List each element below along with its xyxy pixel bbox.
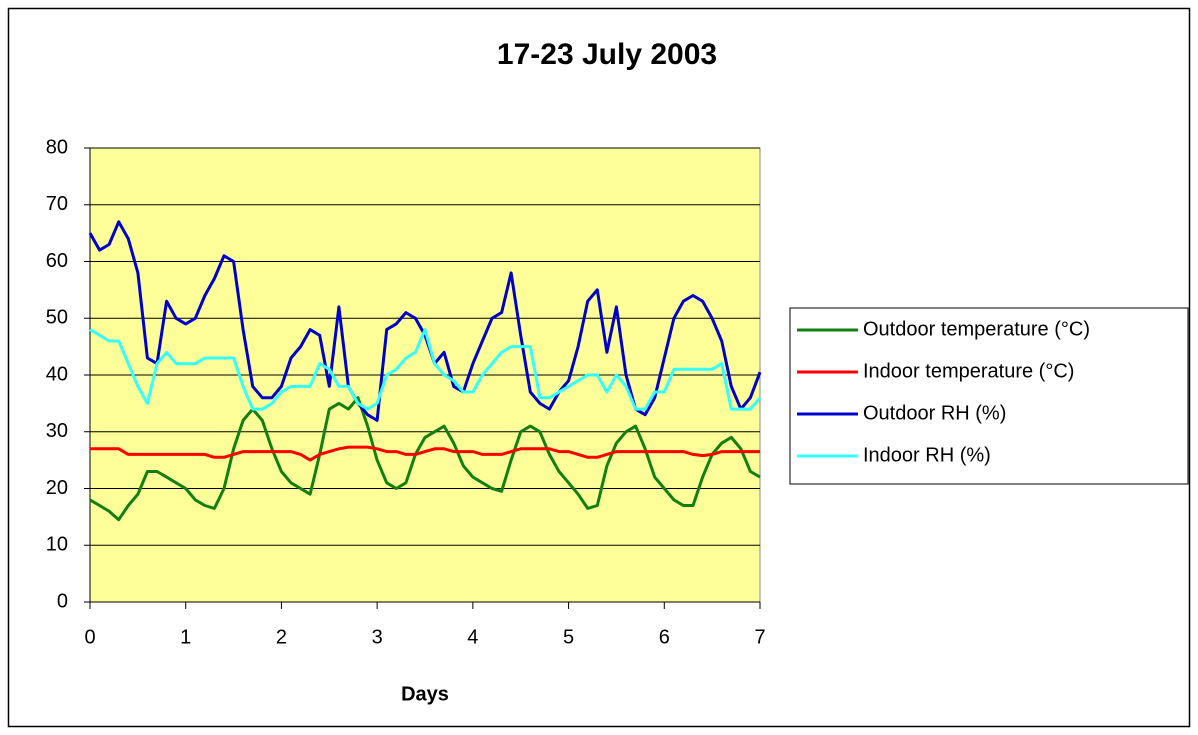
y-tick-label: 30	[46, 420, 68, 442]
series-line	[89, 328, 762, 411]
legend-label: Outdoor RH (%)	[863, 402, 1006, 424]
y-tick-label: 10	[46, 534, 68, 556]
x-tick-label: 3	[372, 626, 383, 648]
legend-label: Indoor RH (%)	[863, 444, 991, 466]
x-tick-label: 2	[276, 626, 287, 648]
x-tick-label: 6	[659, 626, 670, 648]
x-tick-label: 7	[754, 626, 765, 648]
x-tick-label: 1	[180, 626, 191, 648]
x-tick-label: 4	[467, 626, 478, 648]
y-tick-label: 70	[46, 193, 68, 215]
chart-title: 17-23 July 2003	[497, 38, 717, 71]
x-tick-label: 5	[563, 626, 574, 648]
y-tick-label: 0	[57, 590, 68, 612]
series-line	[88, 220, 762, 422]
y-tick-label: 50	[46, 307, 68, 329]
legend-label: Outdoor temperature (°C)	[863, 318, 1090, 340]
x-axis-title: Days	[401, 683, 449, 705]
y-tick-label: 60	[46, 250, 68, 272]
x-tick-label: 0	[84, 626, 95, 648]
legend-label: Indoor temperature (°C)	[863, 360, 1074, 382]
y-tick-label: 40	[46, 363, 68, 385]
y-tick-label: 80	[46, 136, 68, 158]
y-tick-label: 20	[46, 477, 68, 499]
legend-box	[789, 307, 1189, 485]
series-line	[89, 396, 761, 522]
series-line	[90, 445, 760, 462]
